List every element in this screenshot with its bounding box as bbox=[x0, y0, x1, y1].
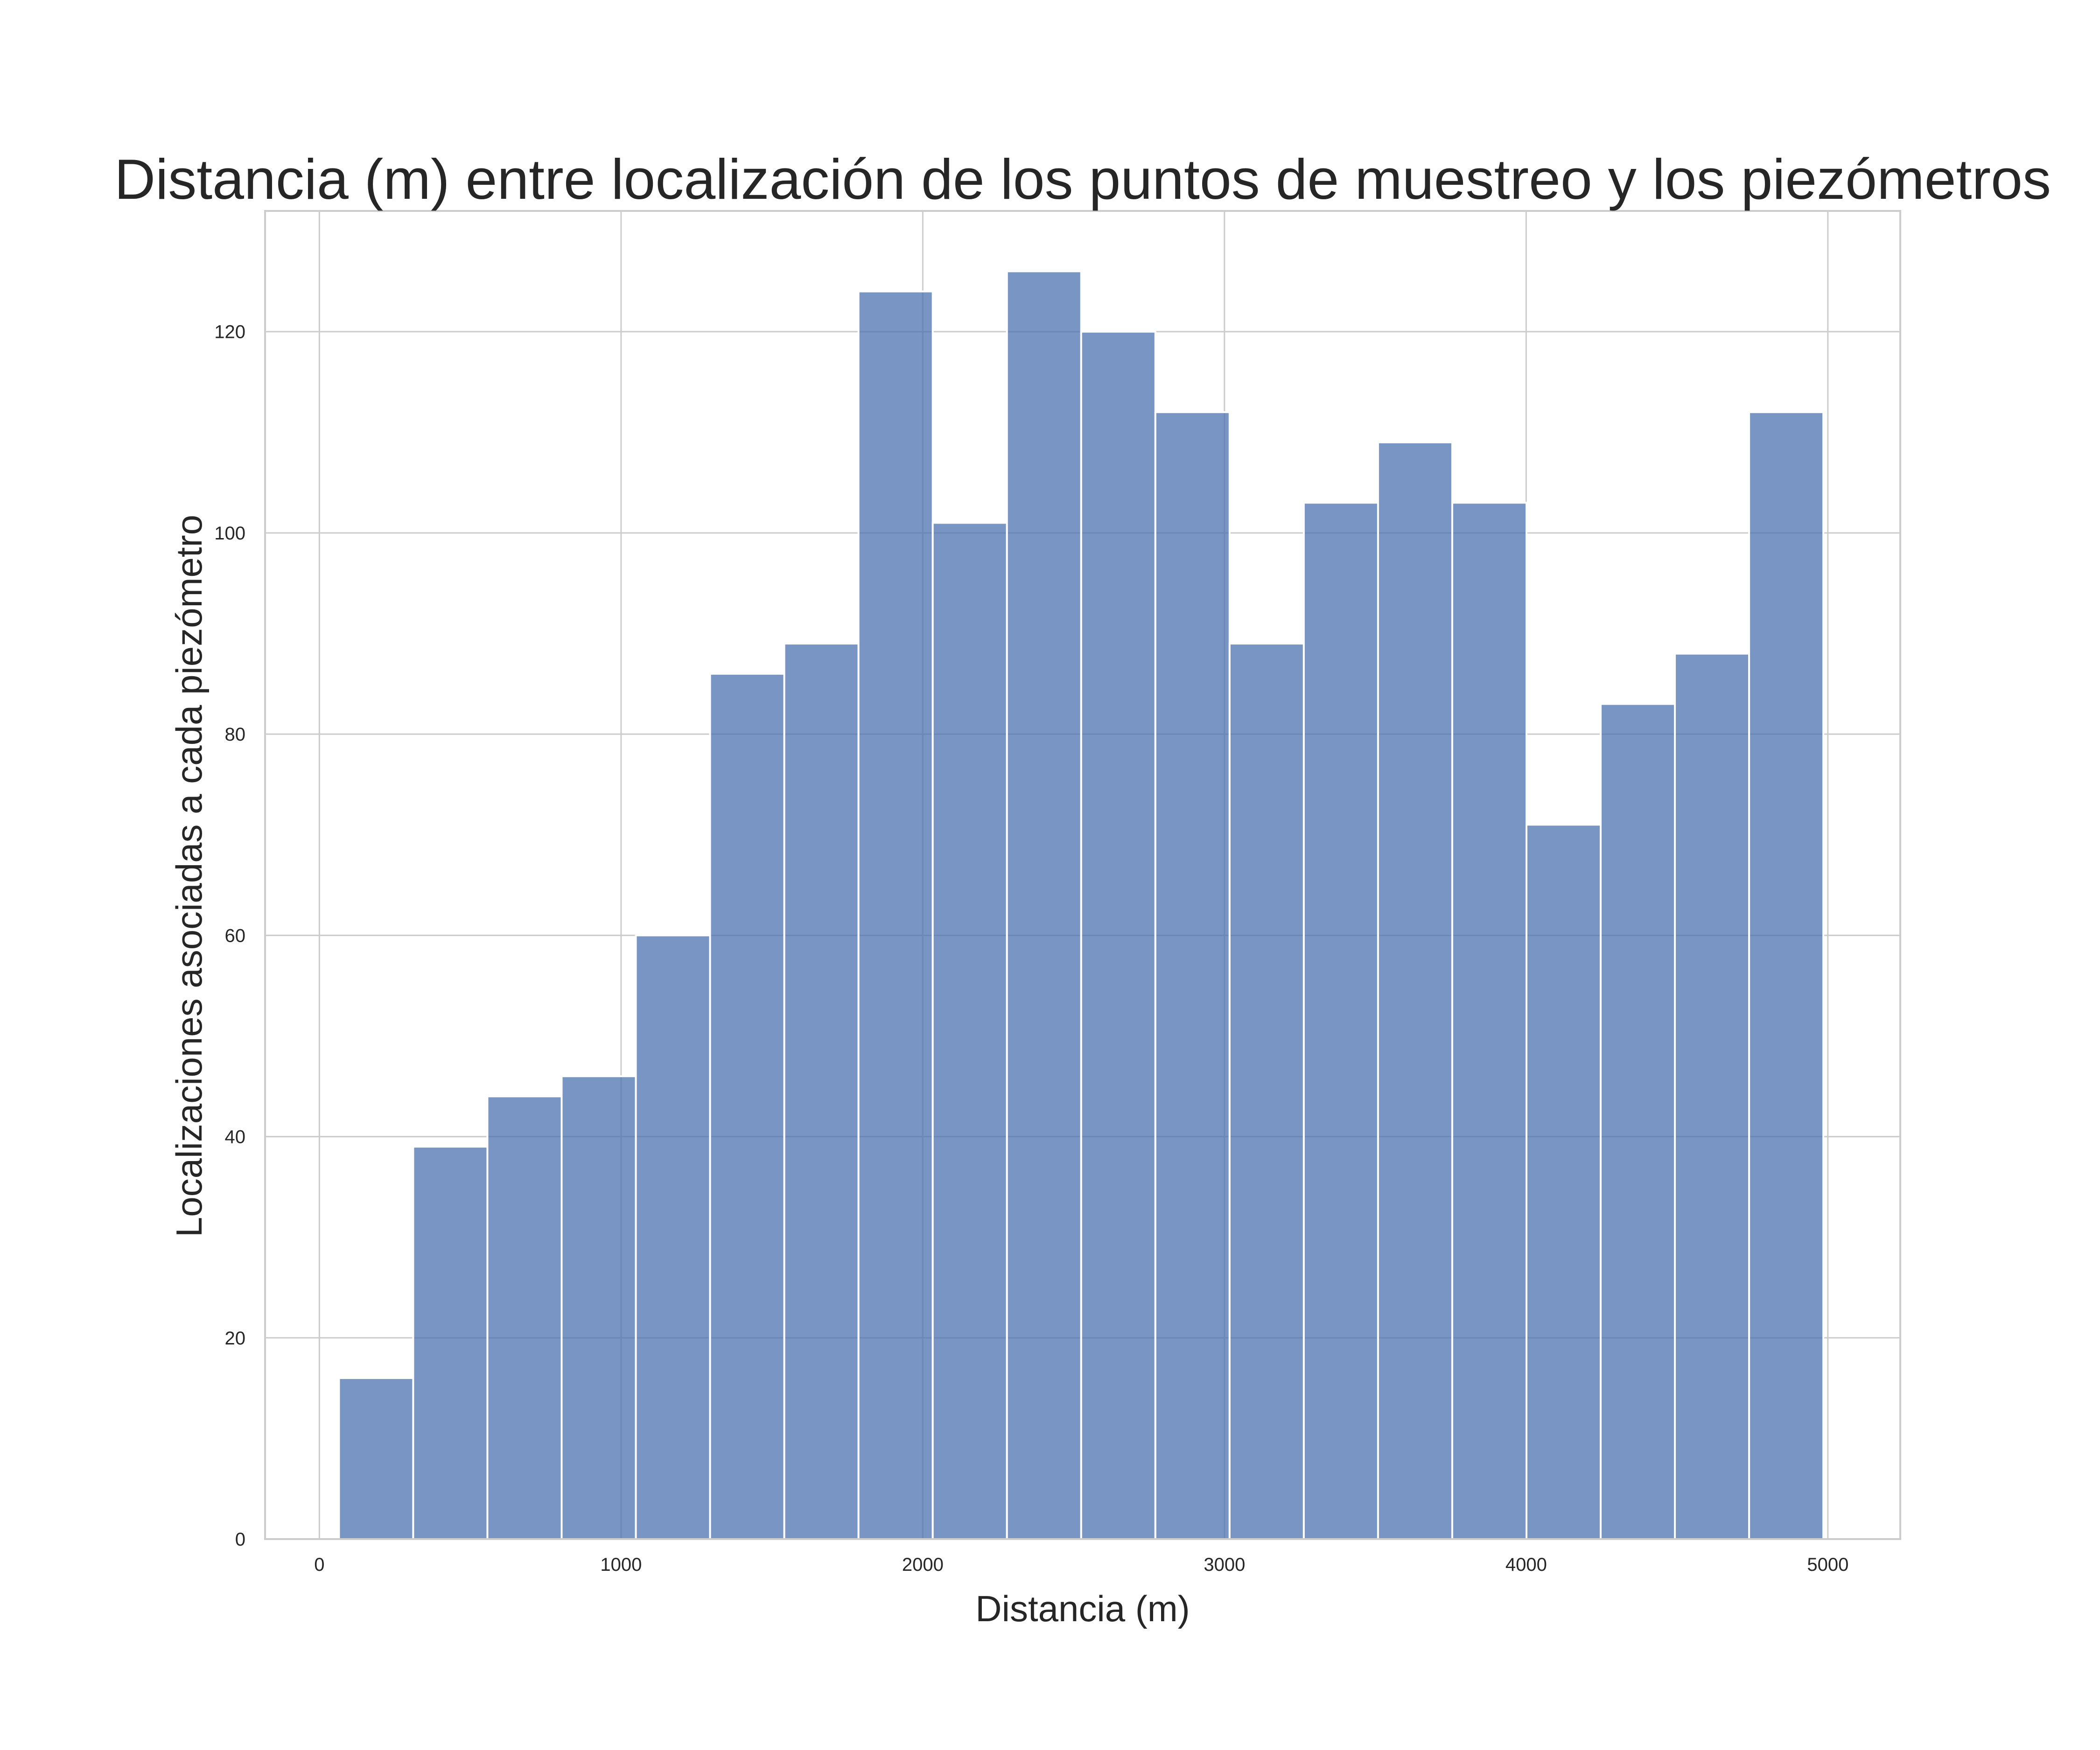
x-tick-label: 5000 bbox=[1807, 1554, 1848, 1575]
histogram-bars bbox=[338, 270, 1825, 1540]
chart-title: Distancia (m) entre localización de los … bbox=[114, 147, 2051, 211]
y-tick-labels: 0 20 40 60 80 100 120 bbox=[214, 322, 245, 1550]
y-tick-label: 0 bbox=[235, 1529, 245, 1550]
histogram-bar bbox=[1302, 502, 1379, 1540]
y-tick-label: 80 bbox=[225, 724, 246, 745]
x-tick-label: 4000 bbox=[1505, 1554, 1547, 1575]
x-tick-labels: 0 1000 2000 3000 4000 5000 bbox=[314, 1554, 1848, 1575]
histogram-bar bbox=[1154, 411, 1231, 1540]
plot-frame bbox=[264, 210, 1901, 1540]
histogram-bar bbox=[412, 1146, 489, 1540]
y-axis-label: Localizaciones asociadas a cada piezómet… bbox=[168, 515, 210, 1237]
histogram-bar bbox=[560, 1075, 637, 1540]
histogram-bar bbox=[783, 643, 860, 1540]
x-tick-label: 0 bbox=[314, 1554, 324, 1575]
y-tick-label: 20 bbox=[225, 1328, 246, 1349]
histogram-bar bbox=[338, 1377, 414, 1540]
y-tick-label: 40 bbox=[225, 1127, 246, 1148]
histogram-bar bbox=[931, 522, 1008, 1540]
y-tick-label: 120 bbox=[214, 322, 245, 343]
histogram-bar bbox=[1674, 652, 1750, 1540]
x-tick-label: 3000 bbox=[1204, 1554, 1245, 1575]
y-tick-label: 60 bbox=[225, 925, 246, 946]
histogram-bar bbox=[486, 1095, 563, 1540]
x-tick-label: 1000 bbox=[600, 1554, 642, 1575]
histogram-bar bbox=[1451, 502, 1527, 1540]
histogram-bar bbox=[1600, 703, 1676, 1540]
x-tick-label: 2000 bbox=[902, 1554, 944, 1575]
histogram-bar bbox=[1228, 643, 1305, 1540]
y-tick-label: 100 bbox=[214, 523, 245, 544]
histogram-bar bbox=[1080, 330, 1156, 1540]
x-axis-label: Distancia (m) bbox=[975, 1588, 1190, 1629]
histogram-bar bbox=[709, 672, 785, 1540]
histogram-bar bbox=[1525, 824, 1602, 1540]
histogram-bar bbox=[1377, 441, 1453, 1540]
histogram-bar bbox=[1006, 270, 1082, 1540]
histogram-bar bbox=[857, 290, 934, 1540]
histogram-bar bbox=[1748, 411, 1825, 1540]
histogram-bar bbox=[635, 934, 711, 1540]
